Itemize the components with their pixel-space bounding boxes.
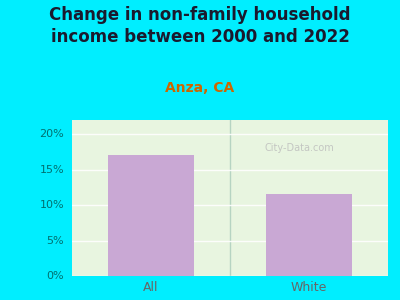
Text: 5%: 5% [46, 236, 64, 245]
Bar [108, 155, 194, 276]
Text: 10%: 10% [39, 200, 64, 210]
Text: 15%: 15% [39, 165, 64, 175]
Text: Anza, CA: Anza, CA [165, 81, 235, 95]
Text: City-Data.com: City-Data.com [265, 143, 334, 153]
Text: 0%: 0% [46, 271, 64, 281]
Bar [266, 194, 352, 276]
Text: 20%: 20% [39, 129, 64, 139]
Text: Change in non-family household
income between 2000 and 2022: Change in non-family household income be… [49, 6, 351, 46]
